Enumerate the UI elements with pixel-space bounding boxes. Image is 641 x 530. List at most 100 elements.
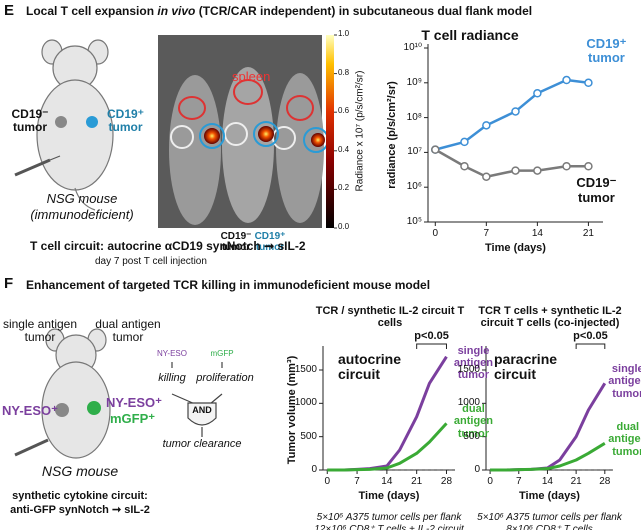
series-line xyxy=(327,422,448,472)
x-axis-label: Time (days) xyxy=(519,490,580,502)
x-tick-label: 28 xyxy=(440,476,453,487)
x-tick-label: 21 xyxy=(582,228,594,239)
logic-input: mGFP xyxy=(210,349,234,358)
data-point xyxy=(482,172,491,181)
circuit-label: synthetic cytokine circuit: xyxy=(12,490,148,502)
logic-gate: AND xyxy=(192,405,212,415)
tumor-label: dual antigen tumor xyxy=(95,317,161,345)
significance-bracket xyxy=(416,343,447,349)
y-tick-label: 500 xyxy=(300,430,317,442)
bioluminescence-image xyxy=(158,35,334,228)
data-point xyxy=(431,145,440,154)
colorbar-tick-label: 0.6 xyxy=(338,106,350,116)
legend-label: single antigen tumor xyxy=(608,363,641,400)
x-tick-label: 14 xyxy=(541,476,553,487)
mouse-illustration xyxy=(14,39,114,211)
colorbar-tick-label: 0.8 xyxy=(338,67,350,77)
logic-result: tumor clearance xyxy=(162,438,242,450)
legend-label: single antigen tumor xyxy=(453,344,494,381)
data-point xyxy=(511,107,520,116)
y-tick-label: 10¹⁰ xyxy=(403,42,422,53)
x-tick-label: 7 xyxy=(354,476,360,487)
antigen-label: mGFP⁺ xyxy=(110,411,156,426)
x-axis-label: Time (days) xyxy=(358,490,420,502)
colorbar-tick-label: 1.0 xyxy=(338,29,350,38)
data-point xyxy=(562,161,571,171)
colorbar-tick-label: 0.0 xyxy=(338,222,350,231)
colorbar-tick-label: 0.4 xyxy=(338,144,350,154)
y-tick-label: 10⁵ xyxy=(406,216,422,227)
tumor-label: CD19⁺ tumor xyxy=(106,107,144,135)
y-axis-label: radiance (p/s/cm²/sr) xyxy=(385,81,398,189)
legend-label: CD19⁻ tumor xyxy=(576,175,617,205)
colorbar-label: Radiance x 10⁷ (p/s/cm²/sr) xyxy=(354,70,366,192)
organ-label: spleen xyxy=(232,69,271,84)
data-point xyxy=(584,78,593,88)
tumor-label: single antigen tumor xyxy=(2,317,78,345)
y-tick-label: 1000 xyxy=(294,397,317,409)
x-tick-label: 7 xyxy=(483,228,490,239)
x-tick-label: 0 xyxy=(324,476,331,487)
legend-label: CD19⁺ tumor xyxy=(586,35,627,66)
mouse-caption-note: (immunodeficient) xyxy=(30,207,134,222)
significance-label: p<0.05 xyxy=(414,330,449,342)
legend-label: dual antigen tumor xyxy=(608,421,641,458)
title-part: (TCR/CAR independent) in subcutaneous du… xyxy=(195,4,533,18)
x-tick-label: 7 xyxy=(515,476,522,487)
x-tick-label: 0 xyxy=(432,228,439,239)
logic-output: killing xyxy=(158,372,186,384)
mouse-caption: NSG mouse xyxy=(41,463,119,479)
x-tick-label: 14 xyxy=(381,476,393,487)
x-tick-label: 28 xyxy=(599,476,611,487)
x-tick-label: 14 xyxy=(531,228,543,239)
significance-bracket xyxy=(575,343,606,349)
chart-annotation: paracrine circuit xyxy=(494,351,558,383)
x-tick-label: 21 xyxy=(411,476,423,487)
tumor-label: CD19⁻ tumor xyxy=(11,107,49,135)
significance-label: p<0.05 xyxy=(573,330,608,342)
chart-annotation: autocrine circuit xyxy=(338,351,402,383)
colorbar-tick-label: 0.2 xyxy=(338,183,350,193)
y-axis-label: Tumor volume (mm³) xyxy=(285,355,298,465)
data-point xyxy=(460,161,469,171)
chart-title: TCR T cells + synthetic IL-2 circuit T c… xyxy=(478,305,622,330)
panel-label: F xyxy=(4,275,14,292)
y-tick-label: 10⁹ xyxy=(406,76,422,88)
data-point xyxy=(482,121,491,130)
tumor-label: CD19⁺ tumor xyxy=(254,231,286,253)
series-line xyxy=(434,78,589,151)
title-part: Local T cell expansion xyxy=(26,4,158,18)
logic-output: proliferation xyxy=(196,372,254,384)
chart-note: 12×10⁶ CD8⁺ T cells + IL-2 circuit xyxy=(314,524,464,530)
tumor-label: CD19⁻ tumor xyxy=(220,231,252,253)
circuit-label: T cell circuit: autocrine αCD19 synNotch… xyxy=(30,239,306,253)
data-point xyxy=(533,89,542,98)
title-part: in vivo xyxy=(157,4,196,18)
circuit-note: day 7 post T cell injection xyxy=(95,256,207,267)
data-point xyxy=(533,166,542,175)
panel-title: Enhancement of targeted TCR killing in i… xyxy=(26,278,431,292)
circuit-label: anti-GFP synNotch ➞ sIL-2 xyxy=(10,504,150,516)
chart-note: 8×10⁶ CD8⁺ T cells xyxy=(506,524,593,530)
panel-title: Local T cell expansion in vivo (TCR/CAR … xyxy=(26,4,533,18)
data-point xyxy=(460,137,469,147)
y-tick-label: 10⁷ xyxy=(407,146,422,158)
data-point xyxy=(584,161,593,171)
y-tick-label: 1500 xyxy=(457,364,480,375)
y-tick-label: 10⁶ xyxy=(406,181,422,193)
y-tick-label: 0 xyxy=(311,464,317,475)
x-tick-label: 21 xyxy=(570,476,582,487)
x-tick-label: 0 xyxy=(487,476,493,487)
series-line xyxy=(490,442,606,472)
data-point xyxy=(562,75,571,85)
chart-note: 5×10⁶ A375 tumor cells per flank xyxy=(477,512,622,523)
series-line xyxy=(490,382,607,472)
logic-diagram xyxy=(171,362,223,437)
chart-title: T cell radiance xyxy=(421,27,519,43)
mouse-caption: NSG mouse xyxy=(46,191,118,206)
logic-input: NY-ESO xyxy=(157,349,187,358)
y-tick-label: 1000 xyxy=(457,397,480,409)
mouse-illustration xyxy=(14,328,111,459)
